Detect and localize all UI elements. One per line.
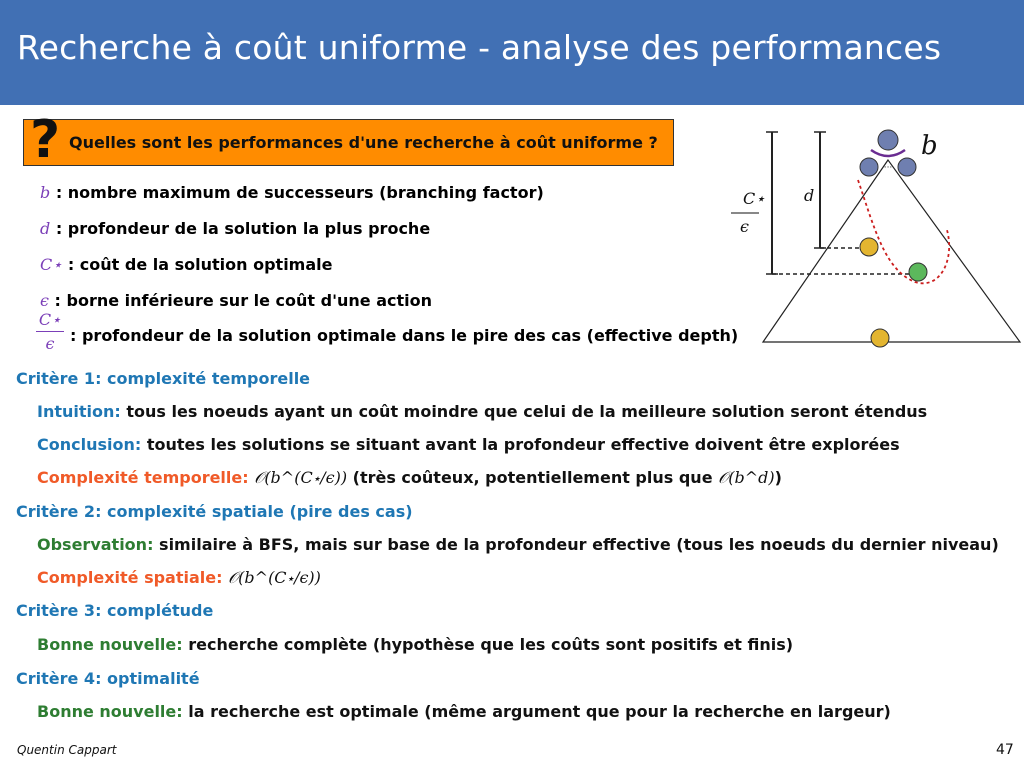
footer-author: Quentin Cappart: [17, 743, 117, 757]
question-box: ? Quelles sont les performances d'une re…: [23, 114, 674, 166]
definition-text: : nombre maximum de successeurs (branchi…: [50, 183, 544, 202]
bfs-complexity-formula: 𝒪(b^d): [718, 468, 775, 487]
criterion-2-title: Critère 2: complexité spatiale (pire des…: [16, 502, 413, 521]
branching-arc: [870, 148, 906, 158]
goal-node-shallow: [859, 237, 879, 257]
definition-text: : coût de la solution optimale: [62, 255, 333, 274]
criterion-3-title: Critère 3: complétude: [16, 601, 214, 620]
line-label: Bonne nouvelle:: [37, 702, 183, 721]
goal-node-deep: [870, 328, 890, 348]
root-node: [877, 129, 899, 151]
symbol-b: b: [40, 183, 51, 202]
child-node-right: [897, 157, 917, 177]
symbol-epsilon: ϵ: [40, 291, 49, 310]
line-text: toutes les solutions se situant avant la…: [141, 435, 900, 454]
space-complexity-formula: 𝒪(b^(C⋆/ϵ)): [228, 568, 321, 587]
definition-epsilon: ϵ : borne inférieure sur le coût d'une a…: [40, 291, 432, 310]
criterion-1-intuition: Intuition: tous les noeuds ayant un coût…: [37, 402, 927, 421]
definition-text: : borne inférieure sur le coût d'une act…: [48, 291, 432, 310]
line-text: similaire à BFS, mais sur base de la pro…: [153, 535, 999, 554]
criterion-4-line: Bonne nouvelle: la recherche est optimal…: [37, 702, 891, 721]
slide-header: Recherche à coût uniforme - analyse des …: [0, 0, 1024, 105]
question-text: Quelles sont les performances d'une rech…: [69, 133, 658, 152]
criterion-1-title: Critère 1: complexité temporelle: [16, 369, 311, 388]
search-tree-triangle: [761, 158, 1022, 343]
definition-d: d : profondeur de la solution la plus pr…: [40, 219, 430, 238]
symbol-d: d: [40, 219, 51, 238]
line-label: Conclusion:: [37, 435, 142, 454]
definition-effective-depth: : profondeur de la solution optimale dan…: [70, 326, 739, 345]
criterion-4-title: Critère 4: optimalité: [16, 669, 200, 688]
line-text-end: ): [774, 468, 782, 487]
footer-page-number: 47: [996, 742, 1014, 758]
line-text: la recherche est optimale (même argument…: [182, 702, 891, 721]
cstar-label-den: ϵ: [740, 217, 749, 236]
fraction-denominator: ϵ: [45, 334, 55, 353]
line-label: Complexité spatiale:: [37, 568, 223, 587]
frontier-curve: [857, 179, 951, 285]
b-label: b: [921, 131, 938, 161]
child-node-left: [859, 157, 879, 177]
criterion-3-line: Bonne nouvelle: recherche complète (hypo…: [37, 635, 793, 654]
criterion-2-observation: Observation: similaire à BFS, mais sur b…: [37, 535, 999, 554]
search-tree-diagram: ··· b d C⋆ ϵ: [731, 129, 1022, 348]
definition-text: : profondeur de la solution la plus proc…: [50, 219, 431, 238]
time-complexity-formula: 𝒪(b^(C⋆/ϵ)): [254, 468, 348, 487]
criterion-1-conclusion: Conclusion: toutes les solutions se situ…: [37, 435, 900, 454]
children-ellipsis: ···: [884, 163, 893, 173]
fraction-bar: [36, 331, 64, 332]
line-label: Observation:: [37, 535, 154, 554]
slide-title: Recherche à coût uniforme - analyse des …: [17, 28, 942, 67]
symbol-effective-depth: C⋆ ϵ: [36, 310, 64, 353]
fraction-numerator: C⋆: [38, 310, 62, 329]
criterion-1-complexity: Complexité temporelle: 𝒪(b^(C⋆/ϵ)) (très…: [37, 468, 782, 488]
line-text: tous les noeuds ayant un coût moindre qu…: [120, 402, 928, 421]
line-label: Complexité temporelle:: [37, 468, 249, 487]
question-mark-icon: ?: [30, 110, 61, 170]
definition-b: b : nombre maximum de successeurs (branc…: [40, 183, 544, 202]
definition-cstar: C⋆ : coût de la solution optimale: [40, 255, 332, 274]
line-text: (très coûteux, potentiellement plus que: [347, 468, 719, 487]
line-label: Bonne nouvelle:: [37, 635, 183, 654]
line-text: recherche complète (hypothèse que les co…: [182, 635, 794, 654]
line-label: Intuition:: [37, 402, 121, 421]
symbol-cstar: C⋆: [40, 255, 63, 274]
goal-node-optimal: [908, 262, 928, 282]
criterion-2-complexity: Complexité spatiale: 𝒪(b^(C⋆/ϵ)): [37, 568, 321, 588]
d-label: d: [804, 186, 814, 205]
cstar-label-num: C⋆: [743, 189, 765, 208]
